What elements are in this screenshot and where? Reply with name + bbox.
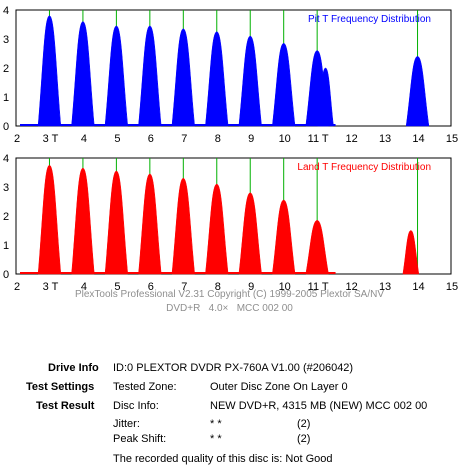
pit-x-tick-label: 12: [345, 133, 357, 145]
pit-peak: [138, 25, 162, 127]
pit-peak: [238, 35, 262, 127]
land-x-tick-label: 5: [114, 281, 120, 293]
pit-peak: [104, 25, 129, 127]
peak-shift-value: (2): [297, 433, 311, 445]
pit-y-tick-label: 1: [3, 92, 9, 104]
pit-x-tick-label: 4: [81, 133, 87, 145]
pit-x-tick-label: 15: [446, 133, 458, 145]
land-peak: [171, 178, 195, 275]
test-settings-label: Test Settings: [26, 381, 95, 393]
pit-peak: [272, 43, 296, 127]
land-x-tick-label: 4: [81, 281, 87, 293]
peak-shift-key: Peak Shift:: [113, 433, 167, 445]
pit-x-tick-label: 5: [114, 133, 120, 145]
land-x-tick-label: 7: [181, 281, 187, 293]
peak-shift-stars: * *: [210, 433, 222, 445]
land-peak: [37, 164, 62, 275]
land-y-tick-label: 0: [3, 269, 9, 281]
pit-peak: [205, 31, 229, 127]
land-peak: [238, 192, 262, 275]
land-y-tick-label: 1: [3, 240, 9, 252]
pit-x-tick-label: 9: [248, 133, 254, 145]
land-peak: [305, 220, 329, 275]
drive-info-label: Drive Info: [48, 362, 99, 374]
land-peak: [402, 230, 420, 275]
land-chart-title: Land T Frequency Distribution: [297, 162, 431, 173]
land-x-tick-label: 9: [248, 281, 254, 293]
disc-info-key: Disc Info:: [113, 400, 159, 412]
land-x-tick-label: 2: [14, 281, 20, 293]
pit-y-tick-label: 2: [3, 63, 9, 75]
media-info-line: DVD+R 4.0× MCC 002 00: [166, 303, 293, 314]
land-x-tick-label: 3 T: [43, 281, 59, 293]
pit-x-tick-label: 6: [148, 133, 154, 145]
drive-info-value: ID:0 PLEXTOR DVDR PX-760A V1.00 (#206042…: [113, 362, 354, 374]
pit-x-tick-label: 10: [279, 133, 291, 145]
tested-zone-key: Tested Zone:: [113, 381, 177, 393]
pit-x-tick-label: 8: [215, 133, 221, 145]
land-x-tick-label: 13: [379, 281, 391, 293]
land-x-tick-label: 15: [446, 281, 458, 293]
pit-y-tick-label: 0: [3, 121, 9, 133]
pit-y-tick-label: 4: [3, 5, 9, 17]
land-peak: [205, 183, 229, 275]
pit-chart-title: Pit T Frequency Distribution: [308, 14, 431, 25]
pit-x-tick-label: 13: [379, 133, 391, 145]
pit-peak: [37, 15, 62, 127]
land-peak: [272, 199, 296, 275]
pit-peak: [71, 21, 95, 127]
pit-x-tick-label: 14: [412, 133, 424, 145]
pit-x-tick-label: 7: [181, 133, 187, 145]
disc-info-value: NEW DVD+R, 4315 MB (NEW) MCC 002 00: [210, 400, 428, 412]
pit-peak: [171, 28, 195, 127]
land-y-tick-label: 4: [3, 153, 9, 165]
pit-y-tick-label: 3: [3, 34, 9, 46]
pit-x-tick-label: 11 T: [308, 133, 329, 145]
pit-peak: [405, 56, 430, 127]
land-peak: [138, 173, 162, 275]
land-x-tick-label: 8: [215, 281, 221, 293]
land-x-tick-label: 12: [345, 281, 357, 293]
jitter-stars: * *: [210, 418, 222, 430]
land-x-tick-label: 6: [148, 281, 154, 293]
jitter-value: (2): [297, 418, 311, 430]
quality-verdict: The recorded quality of this disc is: No…: [113, 453, 333, 465]
land-y-tick-label: 3: [3, 182, 9, 194]
copyright-line: PlexTools Professional V2.31 Copyright (…: [74, 289, 385, 300]
pit-x-tick-label: 3 T: [43, 133, 59, 145]
land-x-tick-label: 11 T: [308, 281, 329, 293]
land-x-tick-label: 10: [279, 281, 291, 293]
land-y-tick-label: 2: [3, 211, 9, 223]
jitter-key: Jitter:: [113, 418, 140, 430]
land-peak: [104, 170, 129, 275]
pit-peak: [317, 67, 334, 127]
tested-zone-value: Outer Disc Zone On Layer 0: [210, 381, 348, 393]
test-result-label: Test Result: [36, 400, 95, 412]
pit-x-tick-label: 2: [14, 133, 20, 145]
land-x-tick-label: 14: [412, 281, 424, 293]
land-peak: [71, 167, 95, 275]
